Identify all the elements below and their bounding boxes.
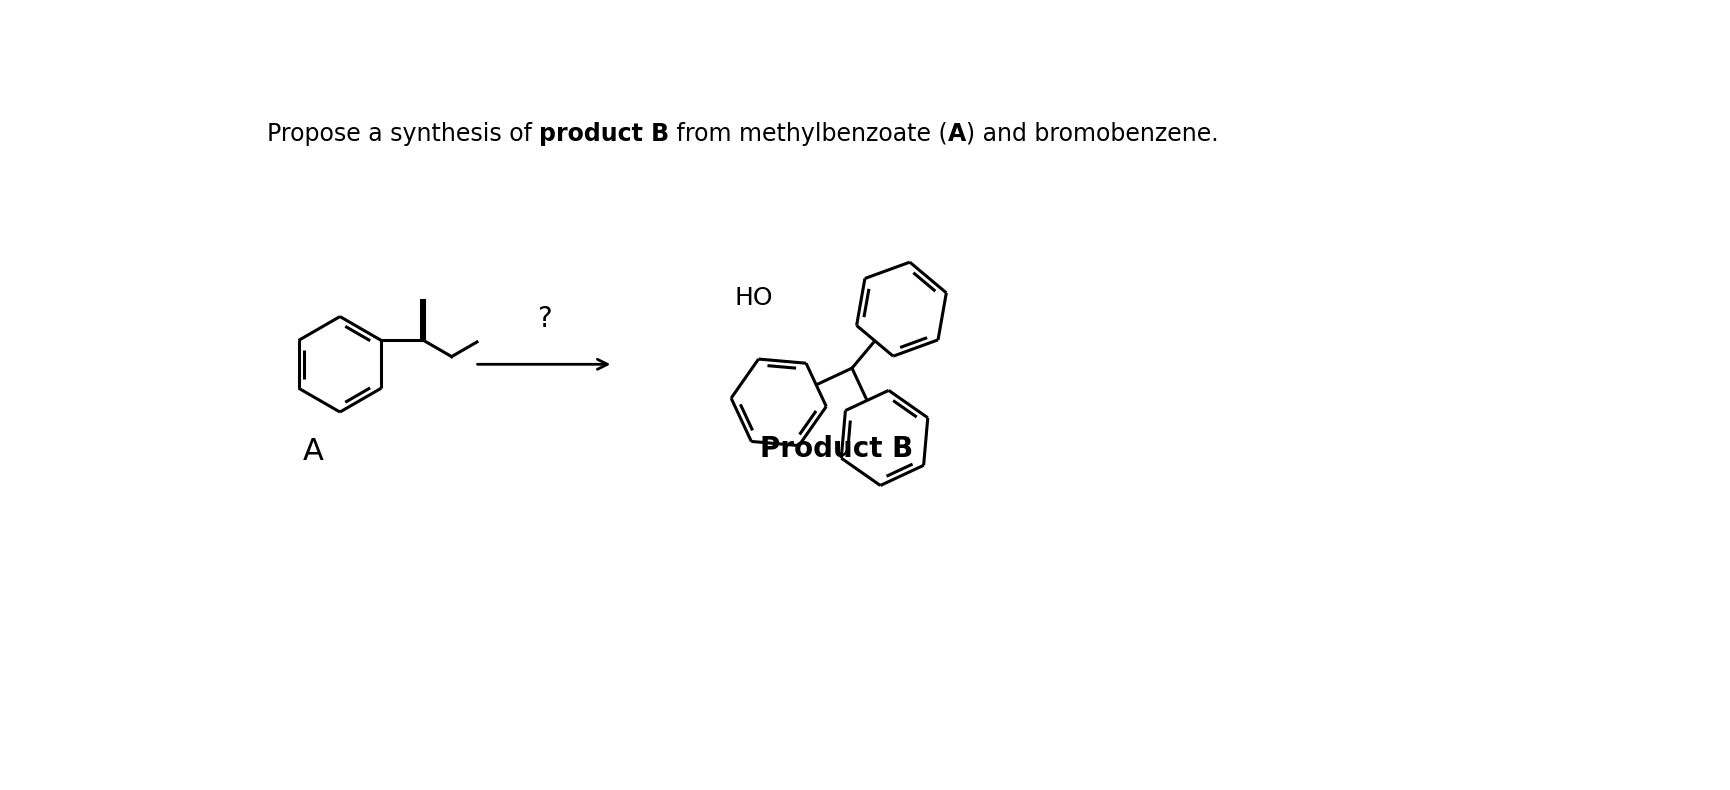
Text: Propose a synthesis of: Propose a synthesis of bbox=[266, 122, 540, 145]
Text: A: A bbox=[948, 122, 967, 145]
Text: ?: ? bbox=[536, 306, 552, 333]
Text: from methylbenzoate (: from methylbenzoate ( bbox=[670, 122, 948, 145]
Text: HO: HO bbox=[735, 287, 773, 310]
Text: A: A bbox=[303, 438, 324, 466]
Text: product B: product B bbox=[540, 122, 670, 145]
Text: Product B: Product B bbox=[759, 435, 913, 463]
Text: ) and bromobenzene.: ) and bromobenzene. bbox=[967, 122, 1220, 145]
